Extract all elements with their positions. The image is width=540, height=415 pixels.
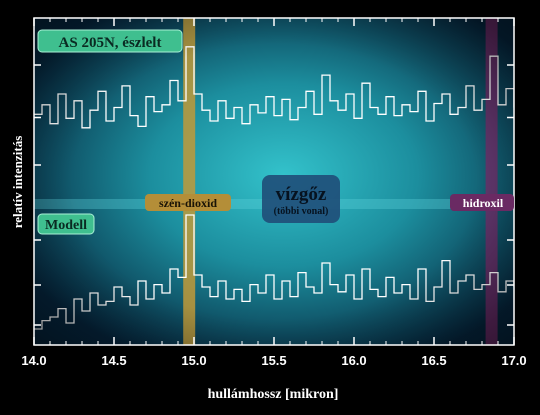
x-tick-label: 16.5	[421, 353, 446, 368]
co2-band-label: szén-dioxid	[145, 194, 231, 211]
x-axis-label: hullámhossz [mikron]	[208, 387, 339, 402]
x-tick-label: 15.5	[261, 353, 286, 368]
water-vapour-annotation: vízgőz (többi vonal)	[262, 175, 340, 223]
co2-band-label-text: szén-dioxid	[159, 196, 217, 210]
panel-label-observed: AS 205N, észlelt	[37, 29, 183, 53]
panel-label-observed-text: AS 205N, észlelt	[59, 35, 162, 51]
x-tick-label: 16.0	[341, 353, 366, 368]
y-axis-label: relatív intenzitás	[10, 136, 25, 229]
y-axis-ticks	[34, 64, 514, 326]
water-vapour-title: vízgőz	[276, 184, 327, 205]
water-vapour-subtitle: (többi vonal)	[274, 206, 329, 217]
oh-band-label-text: hidroxil	[463, 196, 504, 210]
panel-label-model: Modell	[37, 213, 95, 235]
x-axis-ticks	[33, 18, 515, 345]
x-tick-label: 14.5	[101, 353, 126, 368]
x-tick-label: 14.0	[21, 353, 46, 368]
x-tick-label: 17.0	[501, 353, 526, 368]
panel-label-model-text: Modell	[45, 218, 87, 233]
x-tick-labels: 14.0 14.5 15.0 15.5 16.0 16.5 17.0	[21, 353, 526, 368]
oh-band-label: hidroxil	[450, 194, 514, 211]
x-tick-label: 15.0	[181, 353, 206, 368]
